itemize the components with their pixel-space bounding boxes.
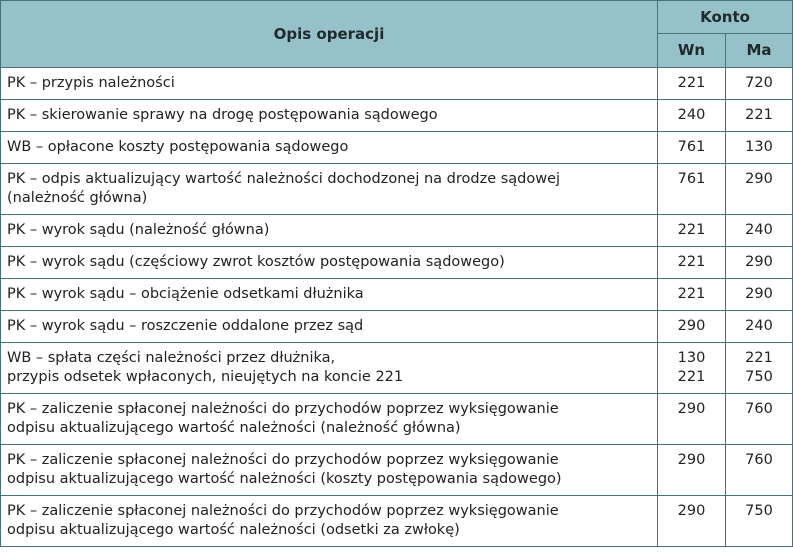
debit-cell: 240 [657,99,726,132]
credit-cell: 760 [724,393,793,445]
description-cell: WB – spłata części należności przez dłuż… [0,342,658,394]
description-cell: PK – skierowanie sprawy na drogę postępo… [0,99,658,132]
credit-text: 720 [745,75,773,91]
debit-text: 290 [677,401,706,417]
table-row: PK – skierowanie sprawy na drogę postępo… [0,99,793,132]
header-description: Opis operacji [0,0,658,68]
description-cell: PK – wyrok sądu (należność główna) [0,214,658,247]
description-text: odpisu aktualizującego wartość należnośc… [7,471,562,487]
description-text: odpisu aktualizującego wartość należnośc… [7,420,461,436]
debit-cell: 290 [657,444,726,496]
table-row: WB – spłata części należności przez dłuż… [0,342,793,394]
credit-text: 130 [745,139,773,155]
credit-cell: 720 [724,67,793,100]
description-text: przypis odsetek wpłaconych, nieujętych n… [7,369,404,385]
debit-cell: 761 [657,163,726,215]
credit-cell: 760 [724,444,793,496]
description-text: PK – wyrok sądu (częściowy zwrot kosztów… [7,254,505,270]
description-cell: PK – przypis należności [0,67,658,100]
debit-cell: 221 [657,67,726,100]
description-text: WB – spłata części należności przez dłuż… [7,350,336,366]
description-text: PK – wyrok sądu – obciążenie odsetkami d… [7,286,364,302]
description-text: odpisu aktualizującego wartość należnośc… [7,522,460,538]
credit-text: 290 [745,254,773,270]
debit-text: 221 [677,286,706,302]
credit-text: 221 [745,350,773,366]
table-row: PK – wyrok sądu (częściowy zwrot kosztów… [0,246,793,279]
header-credit: Ma [724,33,793,68]
credit-cell: 240 [724,214,793,247]
credit-text: 750 [745,369,773,385]
debit-cell: 290 [657,495,726,547]
debit-text: 221 [677,369,706,385]
table-row: PK – zaliczenie spłaconej należności do … [0,495,793,547]
description-cell: PK – wyrok sądu (częściowy zwrot kosztów… [0,246,658,279]
description-cell: PK – wyrok sądu – roszczenie oddalone pr… [0,310,658,343]
credit-cell: 290 [724,278,793,311]
debit-text: 221 [677,222,706,238]
credit-text: 290 [745,286,773,302]
description-cell: PK – zaliczenie spłaconej należności do … [0,444,658,496]
description-text: (należność główna) [7,190,148,206]
credit-text: 240 [745,222,773,238]
description-text: PK – wyrok sądu – roszczenie oddalone pr… [7,318,364,334]
description-text: PK – zaliczenie spłaconej należności do … [7,503,559,519]
header-debit: Wn [657,33,726,68]
credit-text: 290 [745,171,773,187]
table-body: PK – przypis należności 221 720 PK – skiero… [0,67,793,547]
table-row: PK – odpis aktualizujący wartość należno… [0,163,793,215]
debit-text: 761 [677,139,706,155]
description-text: PK – zaliczenie spłaconej należności do … [7,401,559,417]
credit-cell: 290 [724,246,793,279]
table-row: PK – wyrok sądu (należność główna) 221 240 [0,214,793,247]
debit-text: 290 [677,318,706,334]
credit-cell: 290 [724,163,793,215]
debit-cell: 761 [657,131,726,164]
description-cell: PK – zaliczenie spłaconej należności do … [0,393,658,445]
credit-cell: 130 [724,131,793,164]
debit-cell: 221 [657,246,726,279]
debit-text: 290 [677,503,706,519]
debit-cell: 130 221 [657,342,726,394]
credit-text: 221 [745,107,773,123]
debit-text: 761 [677,171,706,187]
operations-table: Opis operacji Konto Wn Ma PK – przypis n… [0,0,793,547]
table-row: PK – zaliczenie spłaconej należności do … [0,444,793,496]
debit-cell: 221 [657,214,726,247]
debit-cell: 221 [657,278,726,311]
description-text: WB – opłacone koszty postępowania sądowe… [7,139,349,155]
description-cell: PK – odpis aktualizujący wartość należno… [0,163,658,215]
table-row: PK – przypis należności 221 720 [0,67,793,100]
description-text: PK – wyrok sądu (należność główna) [7,222,270,238]
description-text: PK – odpis aktualizujący wartość należno… [7,171,561,187]
credit-cell: 221 [724,99,793,132]
description-cell: PK – wyrok sądu – obciążenie odsetkami d… [0,278,658,311]
description-text: PK – zaliczenie spłaconej należności do … [7,452,559,468]
debit-text: 130 [677,350,706,366]
debit-text: 240 [677,107,706,123]
credit-text: 750 [745,503,773,519]
credit-cell: 750 [724,495,793,547]
description-cell: WB – opłacone koszty postępowania sądowe… [0,131,658,164]
credit-text: 240 [745,318,773,334]
debit-text: 221 [677,75,706,91]
debit-text: 221 [677,254,706,270]
table-row: WB – opłacone koszty postępowania sądowe… [0,131,793,164]
table-row: PK – zaliczenie spłaconej należności do … [0,393,793,445]
credit-text: 760 [745,452,773,468]
table-row: PK – wyrok sądu – obciążenie odsetkami d… [0,278,793,311]
credit-text: 760 [745,401,773,417]
description-text: PK – przypis należności [7,75,175,91]
credit-cell: 221 750 [724,342,793,394]
table-row: PK – wyrok sądu – roszczenie oddalone pr… [0,310,793,343]
description-cell: PK – zaliczenie spłaconej należności do … [0,495,658,547]
header-account: Konto [656,0,793,34]
debit-text: 290 [677,452,706,468]
credit-cell: 240 [724,310,793,343]
debit-cell: 290 [657,310,726,343]
debit-cell: 290 [657,393,726,445]
description-text: PK – skierowanie sprawy na drogę postępo… [7,107,438,123]
